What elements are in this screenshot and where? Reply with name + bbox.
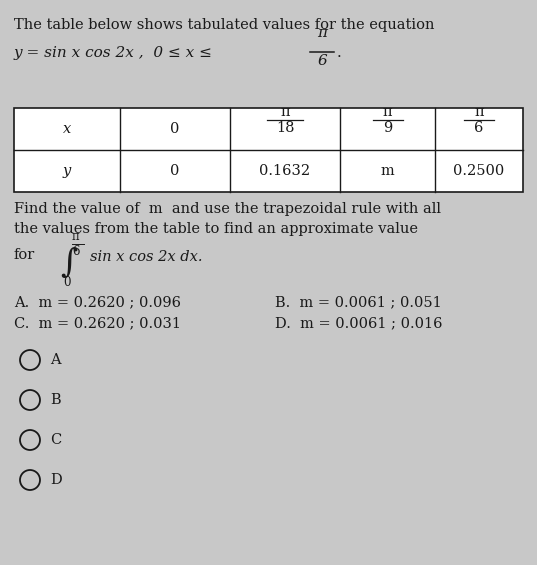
Text: 0: 0 [170,122,180,136]
Text: for: for [14,248,35,262]
Text: C.  m = 0.2620 ; 0.031: C. m = 0.2620 ; 0.031 [14,316,181,330]
Text: m: m [381,164,394,178]
Text: The table below shows tabulated values for the equation: The table below shows tabulated values f… [14,18,434,32]
Text: 6: 6 [474,121,484,135]
Text: 0: 0 [63,276,70,289]
Text: 6: 6 [317,54,327,68]
Text: y: y [63,164,71,178]
Text: π: π [474,105,484,119]
Text: C: C [50,433,61,447]
Text: 18: 18 [276,121,294,135]
Text: π: π [280,105,290,119]
Text: D: D [50,473,62,487]
Text: sin x cos 2x dx.: sin x cos 2x dx. [90,250,202,264]
Text: π: π [317,26,327,40]
Text: A.  m = 0.2620 ; 0.096: A. m = 0.2620 ; 0.096 [14,295,181,309]
Text: the values from the table to find an approximate value: the values from the table to find an app… [14,222,418,236]
Text: D.  m = 0.0061 ; 0.016: D. m = 0.0061 ; 0.016 [275,316,442,330]
Text: 0: 0 [170,164,180,178]
Text: B.  m = 0.0061 ; 0.051: B. m = 0.0061 ; 0.051 [275,295,442,309]
Text: 0.1632: 0.1632 [259,164,310,178]
Text: x: x [63,122,71,136]
Text: .: . [337,46,342,60]
Text: π: π [383,105,393,119]
Text: A: A [50,353,61,367]
Text: π: π [72,230,79,243]
Text: 6: 6 [72,245,79,258]
Text: y = sin x cos 2x ,  0 ≤ x ≤: y = sin x cos 2x , 0 ≤ x ≤ [14,46,213,60]
Bar [14,108,523,192]
Text: 9: 9 [383,121,392,135]
Text: ∫: ∫ [60,247,77,279]
Text: 0.2500: 0.2500 [453,164,505,178]
Text: Find the value of  m  and use the trapezoidal rule with all: Find the value of m and use the trapezoi… [14,202,441,216]
Text: B: B [50,393,61,407]
